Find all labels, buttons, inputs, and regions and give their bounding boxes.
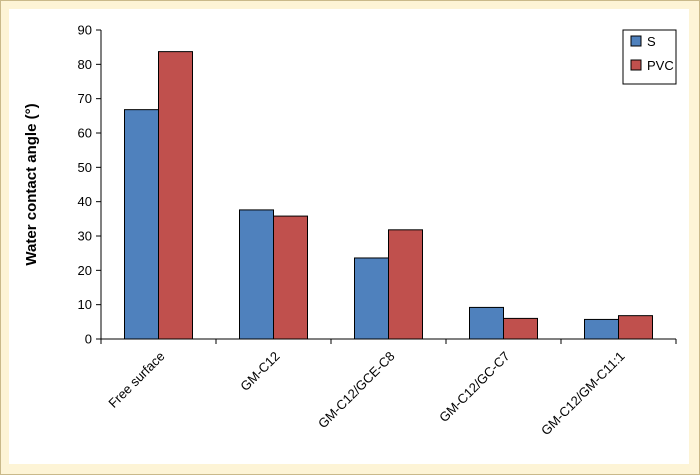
x-category-label-4: GM-C12/GM-C11:1 (538, 349, 628, 439)
bar-pvc-0 (158, 51, 193, 340)
y-tick-label-5: 50 (78, 160, 92, 175)
y-tick-label-8: 80 (78, 57, 92, 72)
y-tick-label-4: 40 (78, 194, 92, 209)
y-tick-label-0: 0 (85, 332, 92, 347)
y-tick-label-1: 10 (78, 297, 92, 312)
bar-s-3 (469, 306, 504, 340)
y-tick-label-7: 70 (78, 91, 92, 106)
bar-pvc-4 (618, 315, 653, 340)
plot-panel (9, 9, 689, 464)
bar-s-2 (354, 257, 389, 340)
bar-pvc-3 (503, 317, 538, 340)
bars-layer (124, 51, 653, 340)
x-labels-layer: Free surface GM-C12 GM-C12/GCE-C8 GM-C12/GC… (105, 349, 627, 439)
y-tick-label-9: 90 (78, 23, 92, 38)
legend-swatch-pvc (630, 59, 642, 71)
legend: S PVC (622, 29, 677, 85)
y-axis-label: Water contact angle (°) (23, 103, 40, 265)
y-tick-label-3: 30 (78, 229, 92, 244)
x-category-label-3: GM-C12/GC-C7 (436, 349, 513, 426)
x-category-label-0: Free surface (105, 349, 167, 411)
legend-label-s: S (647, 34, 656, 49)
legend-label-pvc: PVC (647, 58, 674, 73)
bar-s-1 (239, 209, 274, 340)
axes-layer (100, 30, 677, 344)
legend-swatch-s (630, 35, 642, 47)
x-category-label-2: GM-C12/GCE-C8 (315, 349, 398, 432)
x-category-label-1: GM-C12 (237, 349, 282, 394)
bar-pvc-1 (273, 215, 308, 340)
y-tick-label-2: 20 (78, 263, 92, 278)
y-ticks-layer: 0 10 20 30 40 50 60 70 80 90 (78, 23, 101, 347)
bar-s-0 (124, 109, 159, 340)
bar-pvc-2 (388, 229, 423, 340)
y-tick-label-6: 60 (78, 126, 92, 141)
bar-s-4 (584, 318, 619, 340)
